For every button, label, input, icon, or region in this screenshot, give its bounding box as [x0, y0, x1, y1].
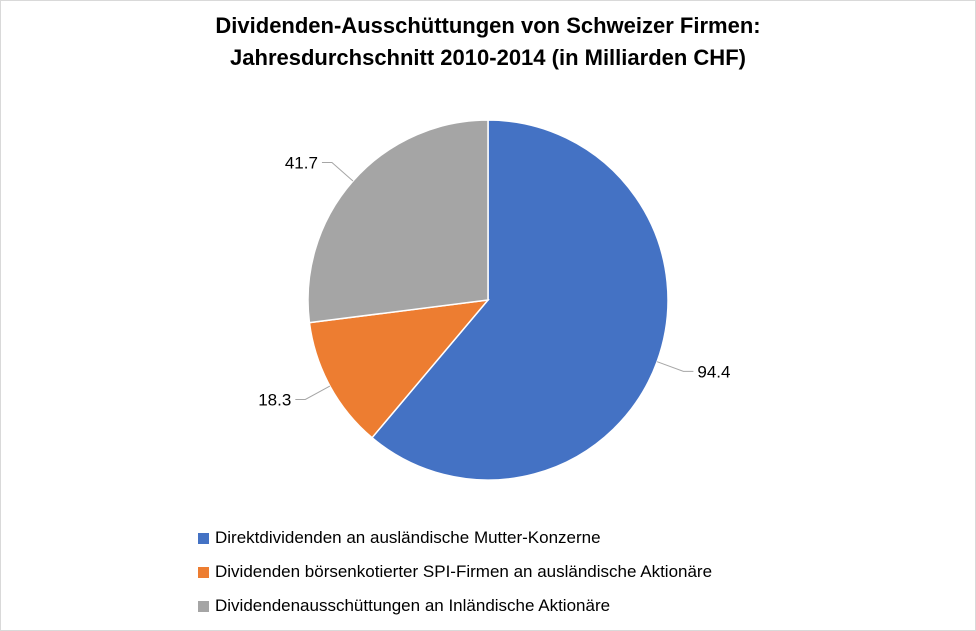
legend-label-1: Dividenden börsenkotierter SPI-Firmen an…	[215, 562, 713, 581]
legend-item-0: Direktdividenden an ausländische Mutter-…	[198, 526, 898, 550]
leader-line-2	[321, 161, 354, 182]
legend-item-2: Dividendenausschüttungen an Inländische …	[198, 594, 898, 618]
data-label-1: 18.3	[258, 390, 291, 409]
chart-title: Dividenden-Ausschüttungen von Schweizer …	[0, 10, 976, 74]
chart-legend: Direktdividenden an ausländische Mutter-…	[198, 526, 898, 628]
legend-swatch-2	[198, 600, 209, 612]
pie-slice-2	[307, 119, 489, 324]
legend-label-0: Direktdividenden an ausländische Mutter-…	[215, 528, 601, 547]
data-label-0: 94.4	[697, 362, 730, 381]
leader-line-1	[295, 385, 331, 400]
legend-label-2: Dividendenausschüttungen an Inländische …	[215, 596, 611, 615]
pie-slice-0	[370, 119, 669, 481]
data-label-2: 41.7	[285, 153, 318, 172]
chart-title-line-2: Jahresdurchschnitt 2010-2014 (in Milliar…	[230, 45, 746, 70]
legend-swatch-1	[198, 566, 209, 578]
chart-title-line-1: Dividenden-Ausschüttungen von Schweizer …	[215, 13, 761, 38]
leader-line-0	[656, 361, 694, 372]
legend-item-1: Dividenden börsenkotierter SPI-Firmen an…	[198, 560, 898, 584]
legend-swatch-0	[198, 532, 209, 544]
